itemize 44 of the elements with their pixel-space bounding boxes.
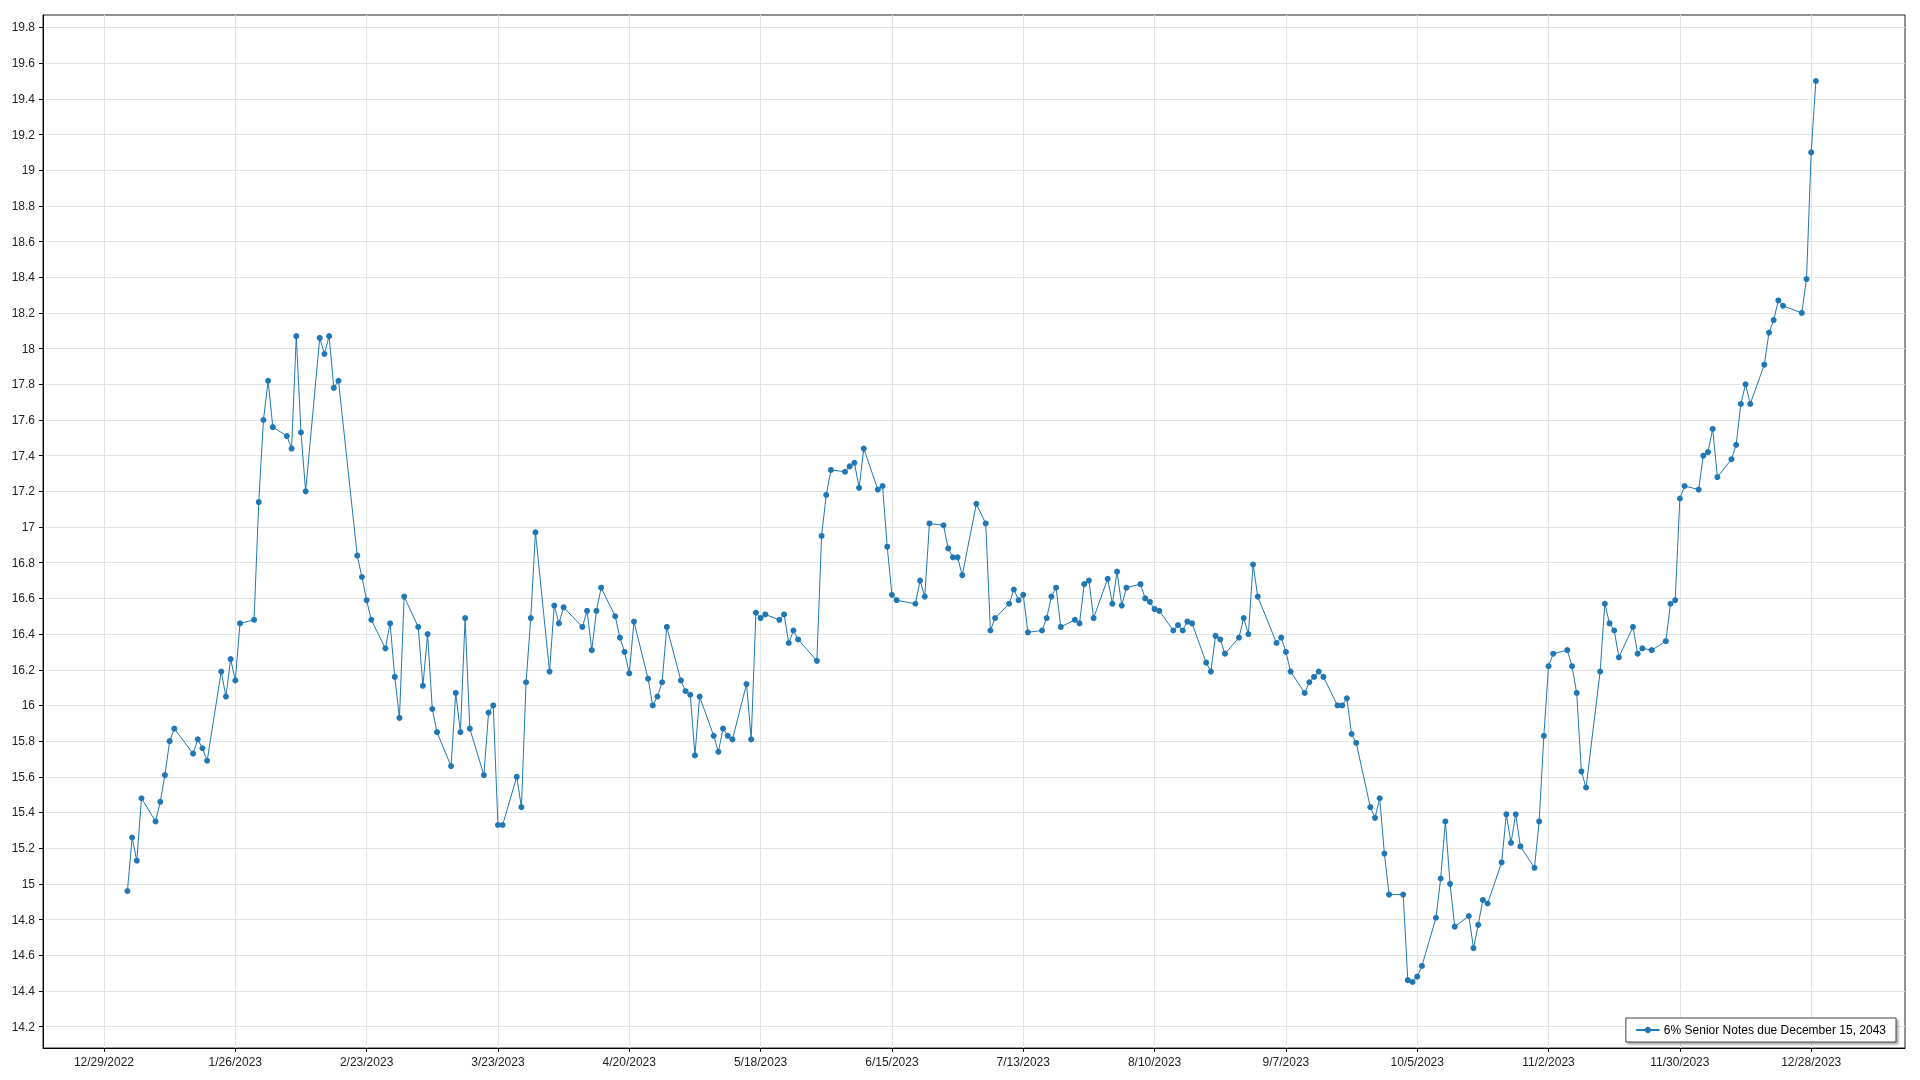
y-tick-label: 19.2 <box>11 127 36 142</box>
y-tick-label: 15 <box>21 876 36 891</box>
y-tick-label: 16.8 <box>11 555 36 570</box>
x-tick-label: 6/15/2023 <box>865 1055 919 1069</box>
y-tick-label: 19.8 <box>11 20 36 35</box>
y-tick-label: 17.8 <box>11 377 36 392</box>
x-tick-label: 2/23/2023 <box>339 1055 394 1069</box>
x-tick-label: 8/10/2023 <box>1127 1055 1182 1069</box>
x-tick-label: 12/28/2023 <box>1781 1055 1842 1069</box>
y-tick-label: 15.4 <box>11 805 36 820</box>
y-tick-label: 17.2 <box>11 484 36 499</box>
y-tick-label: 19 <box>21 163 36 178</box>
y-tick-label: 15.6 <box>11 769 36 784</box>
y-tick-label: 18.4 <box>11 270 36 285</box>
x-tick-label: 4/20/2023 <box>602 1055 657 1069</box>
y-tick-label: 18.2 <box>11 305 36 320</box>
y-tick-label: 17 <box>21 520 36 535</box>
x-tick-label: 7/13/2023 <box>996 1055 1051 1069</box>
y-tick-label: 14.2 <box>11 1019 36 1034</box>
x-tick-label: 11/30/2023 <box>1650 1055 1710 1069</box>
y-tick-label: 19.6 <box>11 56 36 71</box>
y-tick-label: 16 <box>21 698 36 713</box>
x-tick-label: 9/7/2023 <box>1262 1055 1310 1069</box>
x-tick-label: 12/29/2022 <box>73 1055 135 1069</box>
y-tick-label: 18.6 <box>11 234 36 249</box>
y-tick-label: 18.8 <box>11 198 36 213</box>
x-tick-label: 10/5/2023 <box>1390 1055 1445 1069</box>
y-tick-label: 17.4 <box>11 448 36 463</box>
y-tick-label: 16.6 <box>11 591 36 606</box>
y-tick-label: 14.4 <box>11 983 36 998</box>
y-tick-label: 15.2 <box>11 841 36 856</box>
y-tick-label: 18 <box>21 341 36 356</box>
y-tick-label: 17.6 <box>11 412 36 427</box>
y-tick-label: 19.4 <box>11 91 36 106</box>
y-tick-label: 16.2 <box>11 662 36 677</box>
legend-label: 6% Senior Notes due December 15, 2043 <box>1663 1023 1887 1037</box>
x-tick-label: 5/18/2023 <box>733 1055 788 1069</box>
x-tick-label: 1/26/2023 <box>208 1055 263 1069</box>
x-tick-label: 3/23/2023 <box>471 1055 525 1069</box>
y-tick-label: 14.8 <box>11 912 36 927</box>
y-tick-label: 15.8 <box>11 734 36 749</box>
y-tick-label: 16.4 <box>11 627 36 642</box>
y-tick-label: 14.6 <box>11 948 36 963</box>
x-tick-label: 11/2/2023 <box>1522 1055 1576 1069</box>
